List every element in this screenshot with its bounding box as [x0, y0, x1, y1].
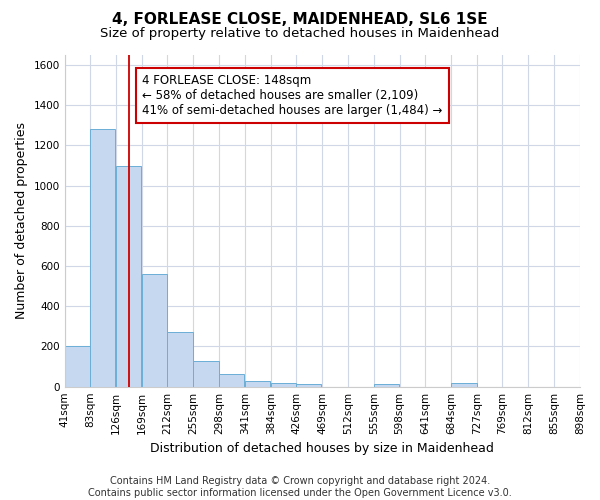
- Text: Size of property relative to detached houses in Maidenhead: Size of property relative to detached ho…: [100, 28, 500, 40]
- Bar: [374, 384, 399, 386]
- Bar: [90, 130, 115, 386]
- Bar: [296, 384, 322, 386]
- Bar: [451, 382, 476, 386]
- Bar: [167, 332, 193, 386]
- Text: Contains HM Land Registry data © Crown copyright and database right 2024.
Contai: Contains HM Land Registry data © Crown c…: [88, 476, 512, 498]
- Bar: [245, 380, 271, 386]
- Bar: [142, 274, 167, 386]
- Bar: [271, 382, 296, 386]
- Bar: [65, 346, 90, 387]
- Y-axis label: Number of detached properties: Number of detached properties: [15, 122, 28, 320]
- X-axis label: Distribution of detached houses by size in Maidenhead: Distribution of detached houses by size …: [151, 442, 494, 455]
- Bar: [219, 374, 244, 386]
- Bar: [116, 166, 141, 386]
- Bar: [193, 360, 218, 386]
- Text: 4, FORLEASE CLOSE, MAIDENHEAD, SL6 1SE: 4, FORLEASE CLOSE, MAIDENHEAD, SL6 1SE: [112, 12, 488, 28]
- Text: 4 FORLEASE CLOSE: 148sqm
← 58% of detached houses are smaller (2,109)
41% of sem: 4 FORLEASE CLOSE: 148sqm ← 58% of detach…: [142, 74, 443, 117]
